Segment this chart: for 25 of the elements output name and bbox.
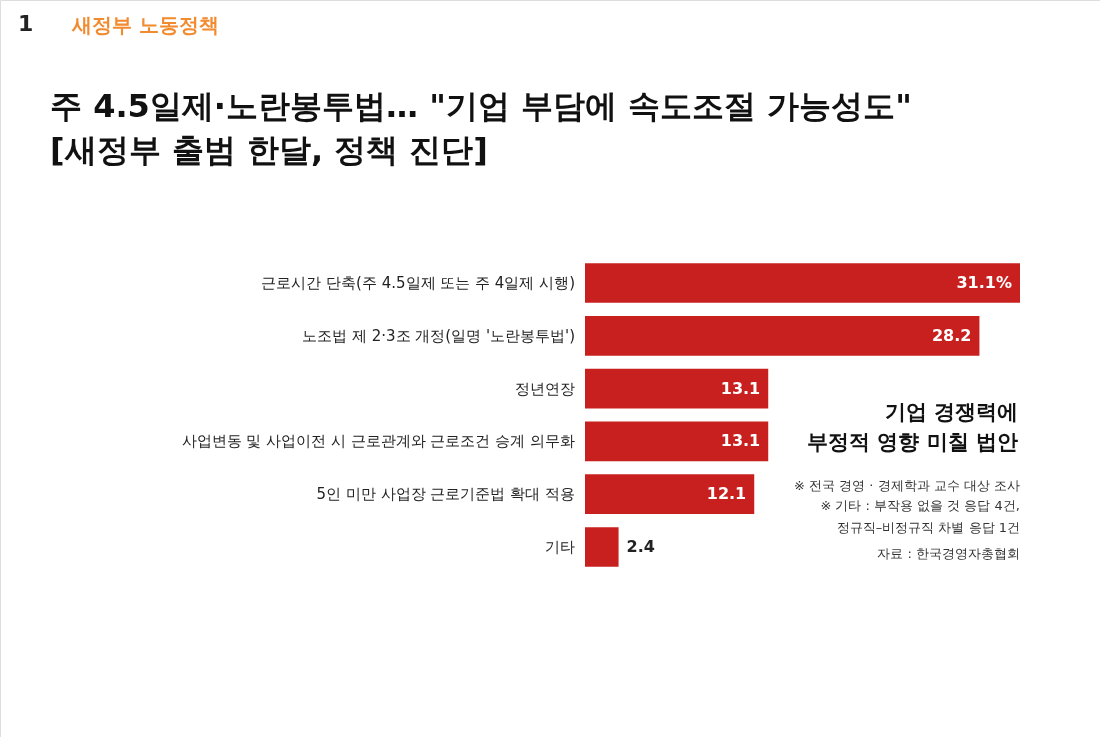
- annotation: 자료 : 한국경영자총협회: [877, 546, 1020, 561]
- y-tick-label: 노조법 제 2·3조 개정(일명 '노란봉투법'): [302, 326, 575, 345]
- chart-title: 주 4.5일제·노란봉투법… "기업 부담에 속도조절 가능성도" [새정부 출범 한달, 정책 진단]: [50, 87, 912, 169]
- y-tick-label: 사업변동 및 사업이전 시 근로관계와 근로조건 승계 의무화: [181, 432, 575, 451]
- data-label: 12.1: [706, 484, 747, 504]
- y-tick-label: 기타: [545, 537, 575, 556]
- y-tick-label: 정년연장: [515, 379, 575, 398]
- text: 기업 경쟁력에 부정적 영향 미칠 법안: [807, 400, 1018, 454]
- bar: [585, 263, 1020, 303]
- data-label: 13.1: [720, 378, 761, 398]
- y-tick-label: 5인 미만 사업장 근로기준법 확대 적용: [316, 485, 575, 504]
- bar: [585, 316, 980, 356]
- data-label: 28.2: [931, 325, 972, 345]
- bar: [585, 527, 619, 567]
- text: 1: [18, 11, 34, 36]
- data-label: 2.4: [626, 536, 655, 556]
- bar: [585, 474, 755, 514]
- y-tick-label: 근로시간 단축(주 4.5일제 또는 주 4일제 시행): [261, 274, 575, 293]
- annotation: ※ 전국 경영 · 경제학과 교수 대상 조사: [794, 478, 1020, 493]
- bar: [585, 421, 769, 462]
- data-label: 13.1: [720, 431, 761, 451]
- data-label: 31.1%: [956, 273, 1012, 293]
- bar: [585, 368, 769, 409]
- text: 새정부 노동정책: [71, 13, 219, 37]
- annotation: ※ 기타 : 부작용 없을 것 응답 4건, 정규직–비정규직 차별 응답 1건: [820, 498, 1020, 535]
